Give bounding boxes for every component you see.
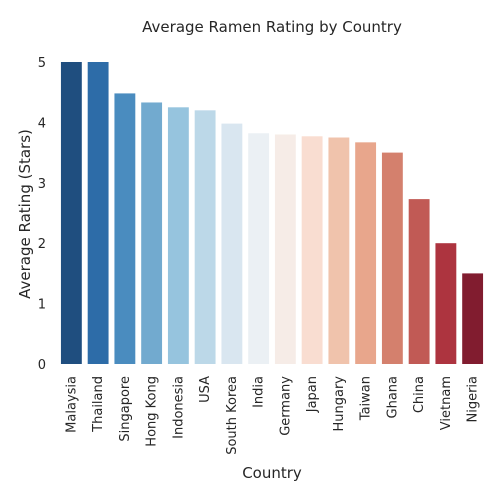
bar-nigeria — [462, 273, 484, 364]
x-tick-label: Hong Kong — [145, 376, 160, 447]
bar-thailand — [87, 62, 109, 364]
y-tick-label: 3 — [38, 177, 46, 192]
y-axis-ticks: 0 1 2 3 4 5 — [38, 56, 46, 373]
bar-germany — [274, 134, 296, 364]
bar-hungary — [328, 137, 350, 364]
x-tick-label: Ghana — [385, 376, 400, 419]
x-tick-label: Taiwan — [359, 376, 374, 421]
x-tick-label: Indonesia — [171, 376, 186, 439]
x-tick-label: Nigeria — [466, 376, 481, 423]
x-tick-label: Singapore — [118, 376, 133, 442]
bar-hong-kong — [141, 102, 163, 364]
x-tick-label: Hungary — [332, 376, 347, 432]
y-tick-label: 0 — [38, 358, 46, 373]
x-tick-label: Malaysia — [64, 376, 79, 433]
x-axis-label: Country — [242, 464, 302, 482]
bar-malaysia — [60, 62, 82, 364]
y-tick-label: 4 — [38, 116, 46, 131]
x-tick-label: Vietnam — [439, 376, 454, 430]
x-tick-label: Japan — [305, 376, 320, 413]
x-axis-ticks: Malaysia Thailand Singapore Hong Kong Indone… — [64, 376, 480, 455]
bar-usa — [194, 110, 216, 364]
bar-singapore — [114, 93, 136, 365]
bar-south-korea — [221, 123, 243, 364]
x-tick-label: USA — [198, 376, 213, 403]
x-tick-label: Thailand — [91, 376, 106, 433]
x-tick-label: South Korea — [225, 376, 240, 455]
bars — [60, 62, 484, 365]
bar-india — [248, 133, 270, 364]
bar-japan — [301, 136, 323, 364]
chart-title: Average Ramen Rating by Country — [142, 18, 402, 36]
bar-china — [408, 199, 430, 364]
y-tick-label: 1 — [38, 298, 46, 313]
bar-ghana — [381, 152, 403, 364]
y-tick-label: 5 — [38, 56, 46, 71]
x-tick-label: Germany — [278, 376, 293, 436]
bar-indonesia — [167, 107, 189, 365]
x-tick-label: India — [252, 376, 267, 408]
y-tick-label: 2 — [38, 237, 46, 252]
x-tick-label: China — [412, 376, 427, 413]
bar-taiwan — [355, 142, 377, 364]
bar-vietnam — [435, 243, 457, 364]
y-axis-label: Average Rating (Stars) — [16, 129, 34, 299]
